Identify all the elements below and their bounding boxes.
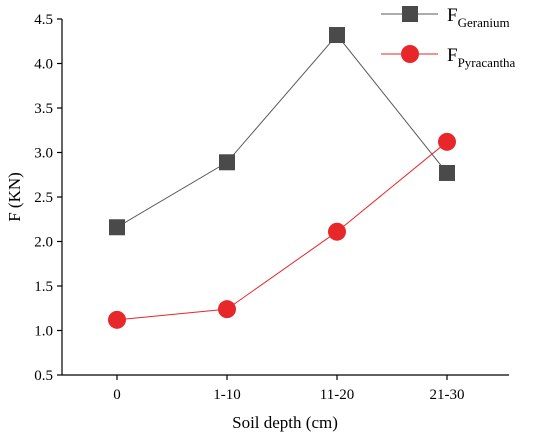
series-line-pyracantha [116,141,448,321]
x-tick-label: 11-20 [320,387,354,403]
y-tick-label: 0.5 [34,368,53,384]
series-layer [108,27,456,329]
y-tick-label: 3.5 [34,101,53,117]
legend-sub-pyracantha: Pyracantha [458,55,516,70]
series-line-geranium [116,34,448,228]
y-axis-title: F (KN) [5,172,24,222]
data-point-pyracantha [218,300,236,319]
legend-label-pyracantha: FPyracantha [447,45,516,70]
y-tick-label: 1.0 [34,324,53,340]
y-tick-label: 2.0 [34,235,53,251]
legend-marker-geranium [402,6,418,22]
data-point-pyracantha [108,310,126,329]
data-point-pyracantha [438,132,456,151]
data-point-geranium [439,164,455,181]
x-axis-ticks: 0 1-10 11-20 21-30 [113,375,465,403]
y-axis-ticks: 0.5 1.0 1.5 2.0 2.5 3.0 3.5 4.0 4.5 [34,12,62,384]
x-tick-label: 1-10 [213,387,241,403]
legend-sub-geranium: Geranium [458,15,510,30]
series-pyracantha [108,132,456,329]
y-tick-label: 3.0 [34,146,53,162]
x-tick-label: 0 [113,387,121,403]
legend: FGeranium FPyracantha [381,5,516,70]
legend-label-geranium: FGeranium [447,5,510,30]
data-point-geranium [109,219,125,236]
data-point-geranium [329,27,345,44]
y-tick-label: 1.5 [34,279,53,295]
series-geranium [109,27,455,236]
y-tick-label: 4.5 [34,12,53,28]
data-point-geranium [219,154,235,171]
legend-marker-pyracantha [401,45,419,63]
legend-name-pyracantha: F [447,45,458,66]
legend-item-pyracantha: FPyracantha [381,45,516,70]
y-tick-label: 4.0 [34,57,53,73]
plot-frame [61,19,509,376]
legend-item-geranium: FGeranium [381,5,510,30]
legend-name-geranium: F [447,5,458,26]
y-tick-label: 2.5 [34,190,53,206]
x-tick-label: 21-30 [430,387,465,403]
data-point-pyracantha [328,222,346,241]
x-axis-title: Soil depth (cm) [232,413,338,432]
